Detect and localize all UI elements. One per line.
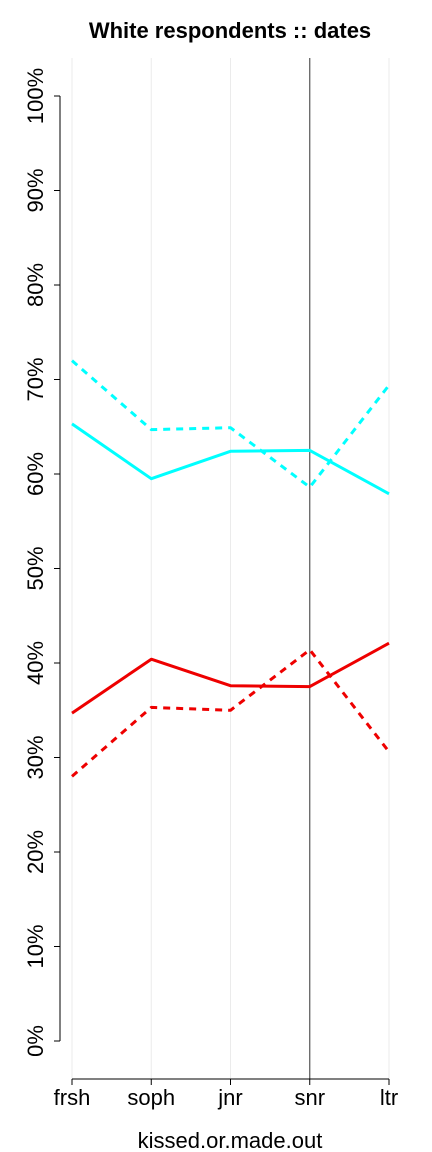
y-tick-label: 40% — [23, 641, 48, 685]
series-line-3 — [71, 648, 391, 778]
y-tick-label: 100% — [23, 68, 48, 124]
y-tick-label: 90% — [23, 168, 48, 212]
series-line-1 — [71, 359, 391, 489]
grid-layer — [71, 58, 390, 1079]
series-line-2 — [71, 641, 390, 715]
y-tick-label: 50% — [23, 546, 48, 590]
x-tick-label: jnr — [217, 1085, 242, 1110]
x-tick-label: frsh — [54, 1085, 91, 1110]
series-line-0 — [71, 422, 390, 496]
y-tick-label: 80% — [23, 263, 48, 307]
y-tick-label: 0% — [23, 1025, 48, 1057]
x-tick-label: soph — [127, 1085, 175, 1110]
x-axis-label: kissed.or.made.out — [138, 1128, 323, 1152]
y-tick-label: 20% — [23, 830, 48, 874]
y-tick-label: 10% — [23, 924, 48, 968]
y-tick-label: 70% — [23, 357, 48, 401]
chart-title: White respondents :: dates — [89, 18, 371, 43]
x-tick-label: ltr — [380, 1085, 398, 1110]
y-tick-label: 60% — [23, 452, 48, 496]
axes: 0% 10% 20% 30% 40% 50% 60% 70% 80% 90% 100% frsh sop… — [23, 58, 398, 1110]
x-tick-label: snr — [294, 1085, 325, 1110]
series-layer — [71, 359, 391, 778]
y-tick-label: 30% — [23, 735, 48, 779]
